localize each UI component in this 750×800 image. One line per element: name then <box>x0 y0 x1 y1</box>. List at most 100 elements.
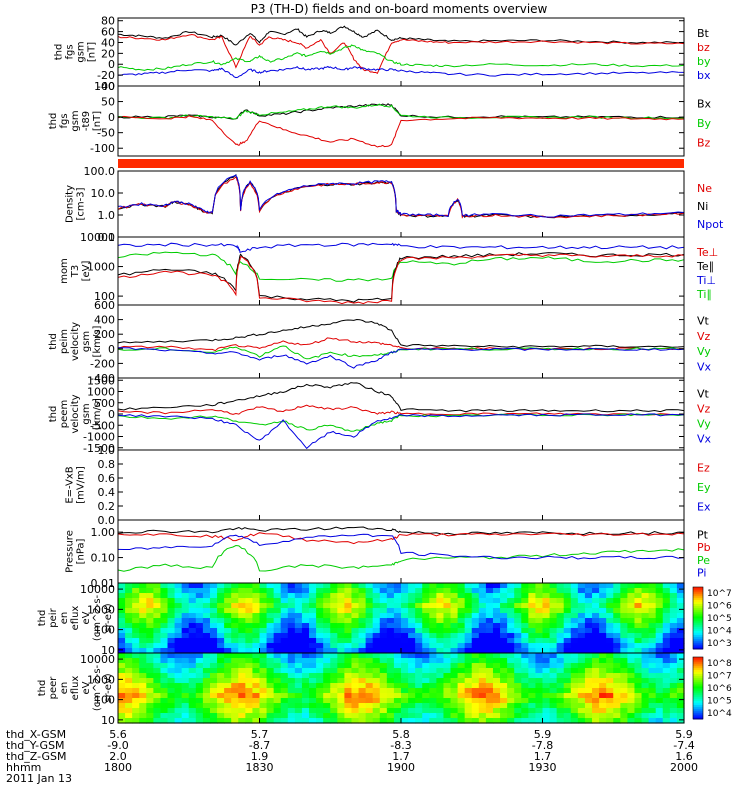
spectrogram-cell <box>146 693 154 699</box>
spectrogram-cell <box>641 598 650 604</box>
spectrogram-cell <box>549 643 558 649</box>
spectrogram-cell <box>415 588 423 594</box>
spectrogram-cell <box>556 613 565 619</box>
spectrogram-cell <box>323 628 331 634</box>
spectrogram-cell <box>401 613 409 619</box>
spectrogram-cell <box>266 623 275 629</box>
spectrogram-cell <box>478 648 487 654</box>
spectrogram-cell <box>429 628 437 634</box>
spectrogram-cell <box>549 683 558 689</box>
spectrogram-cell <box>330 713 338 719</box>
y-tick-label: 80 <box>101 15 115 28</box>
colorbar-frame <box>692 656 704 720</box>
spectrogram-cell <box>676 638 685 644</box>
spectrogram-cell <box>422 623 430 629</box>
spectrogram-cell <box>669 653 678 659</box>
spectrogram-cell <box>457 693 466 699</box>
spectrogram-cell <box>627 603 636 609</box>
spectrogram-cell <box>224 628 232 634</box>
spectrogram-cell <box>181 703 190 709</box>
spectrogram-cell <box>132 653 140 659</box>
spectrogram-cell <box>613 653 621 659</box>
series-line-Pe <box>117 544 685 572</box>
spectrogram-cell <box>393 668 402 674</box>
spectrogram-cell <box>125 708 133 714</box>
spectrogram-cell <box>167 623 176 629</box>
spectrogram-cell <box>429 598 437 604</box>
spectrogram-cell <box>592 703 600 709</box>
spectrogram-cell <box>436 718 445 724</box>
spectrogram-cell <box>209 603 218 609</box>
spectrogram-cell <box>118 688 126 694</box>
spectrogram-cell <box>662 598 671 604</box>
spectrogram-cell <box>245 643 254 649</box>
spectrogram-cell <box>358 683 367 689</box>
spectrogram-cell <box>231 648 239 654</box>
x-axis-row-value: 5.8 <box>392 728 410 741</box>
spectrogram-cell <box>492 703 501 709</box>
series-line-Vt <box>117 382 685 413</box>
spectrogram-cell <box>436 643 445 649</box>
spectrogram-cell <box>521 718 529 724</box>
spectrogram-cell <box>231 593 239 599</box>
spectrogram-cell <box>655 638 664 644</box>
spectrogram-cell <box>641 708 650 714</box>
spectrogram-cell <box>224 638 232 644</box>
spectrogram-cell <box>549 688 558 694</box>
spectrogram-cell <box>344 598 353 604</box>
spectrogram-cell <box>132 613 140 619</box>
spectrogram-cell <box>471 648 480 654</box>
spectrogram-cell <box>464 673 473 679</box>
spectrogram-cell <box>181 708 190 714</box>
legend-Ne: Ne <box>697 182 712 195</box>
spectrogram-cell <box>676 613 685 619</box>
spectrogram-cell <box>471 703 480 709</box>
spectrogram-cell <box>351 628 360 634</box>
spectrogram-cell <box>478 643 487 649</box>
spectrogram-cell <box>195 668 204 674</box>
spectrogram-cell <box>606 648 614 654</box>
spectrogram-cell <box>330 703 338 709</box>
spectrogram-cell <box>507 713 515 719</box>
y-tick-label: 40 <box>101 36 115 49</box>
spectrogram-cell <box>514 603 522 609</box>
spectrogram-cell <box>570 713 579 719</box>
spectrogram-cell <box>209 643 218 649</box>
spectrogram-cell <box>153 653 162 659</box>
spectrogram-cell <box>309 623 317 629</box>
spectrogram-cell <box>294 708 303 714</box>
spectrogram-cell <box>153 658 162 664</box>
spectrogram-cell <box>351 623 360 629</box>
spectrogram-cell <box>478 698 487 704</box>
legend-Ey: Ey <box>697 481 711 494</box>
spectrogram-cell <box>408 713 416 719</box>
spectrogram-cell <box>457 718 466 724</box>
spectrogram-cell <box>132 688 140 694</box>
spectrogram-cell <box>401 698 409 704</box>
spectrogram-cell <box>139 663 147 669</box>
spectrogram-cell <box>669 588 678 594</box>
spectrogram-cell <box>514 598 522 604</box>
spectrogram-cell <box>294 613 303 619</box>
spectrogram-cell <box>181 583 190 589</box>
spectrogram-cell <box>323 653 331 659</box>
spectrogram-cell <box>514 713 522 719</box>
spectrogram-cell <box>669 643 678 649</box>
spectrogram-cell <box>528 593 537 599</box>
spectrogram-cell <box>478 713 487 719</box>
spectrogram-cell <box>202 653 211 659</box>
spectrogram-cell <box>507 593 515 599</box>
spectrogram-cell <box>252 633 261 639</box>
spectrogram-cell <box>330 678 338 684</box>
spectrogram-cell <box>599 668 607 674</box>
spectrogram-cell <box>457 593 466 599</box>
spectrogram-cell <box>514 618 522 624</box>
spectrogram-cell <box>500 613 508 619</box>
spectrogram-cell <box>592 598 600 604</box>
spectrogram-cell <box>592 603 600 609</box>
spectrogram-cell <box>556 668 565 674</box>
spectrogram-cell <box>266 608 275 614</box>
spectrogram-cell <box>238 588 246 594</box>
spectrogram-cell <box>245 718 254 724</box>
